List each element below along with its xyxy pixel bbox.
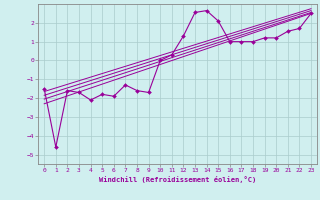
X-axis label: Windchill (Refroidissement éolien,°C): Windchill (Refroidissement éolien,°C) [99,176,256,183]
